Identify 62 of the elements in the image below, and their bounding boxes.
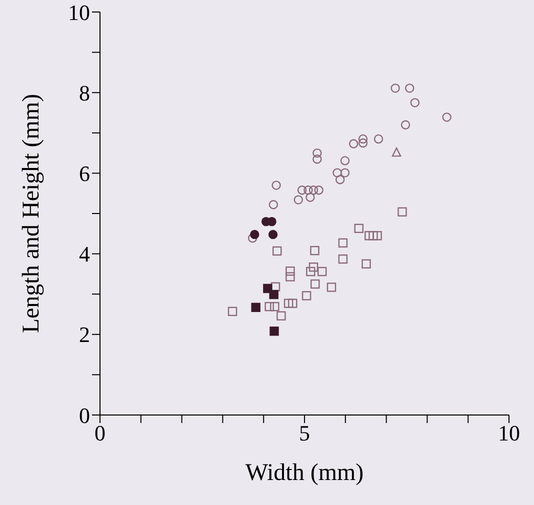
point xyxy=(288,298,298,308)
y-tick-label: 4 xyxy=(79,242,90,267)
point xyxy=(251,302,260,312)
point xyxy=(398,207,407,216)
point xyxy=(267,216,276,226)
y-axis-title: Length and Height (mm) xyxy=(18,94,45,334)
point xyxy=(250,230,260,240)
point xyxy=(286,266,295,276)
point xyxy=(286,272,295,282)
point xyxy=(358,138,368,148)
point xyxy=(348,139,358,148)
x-tick-label: 0 xyxy=(94,420,106,446)
point xyxy=(310,279,320,289)
point xyxy=(264,302,274,312)
y-tick-label: 8 xyxy=(79,80,90,106)
point xyxy=(268,200,278,210)
point xyxy=(270,282,280,292)
point xyxy=(362,259,371,268)
y-tick-label: 0 xyxy=(79,402,90,428)
x-tick-label: 10 xyxy=(498,420,520,446)
point xyxy=(340,156,350,166)
point xyxy=(263,284,272,294)
point xyxy=(410,98,420,108)
point xyxy=(308,186,318,195)
point xyxy=(442,112,452,122)
point xyxy=(354,224,364,234)
point xyxy=(310,246,320,256)
point xyxy=(317,266,327,276)
point xyxy=(335,175,345,184)
point xyxy=(326,282,336,292)
point xyxy=(228,306,238,316)
point xyxy=(340,168,350,178)
y-tick-label: 6 xyxy=(79,161,90,186)
point xyxy=(338,238,348,248)
point xyxy=(338,254,348,264)
point xyxy=(358,134,368,144)
point xyxy=(270,326,279,336)
point xyxy=(374,134,384,144)
y-tick-label: 2 xyxy=(79,322,90,348)
point xyxy=(268,230,278,240)
point xyxy=(400,120,410,130)
x-axis-title: Width (mm) xyxy=(245,460,364,486)
point xyxy=(312,148,322,158)
point xyxy=(405,84,414,93)
point xyxy=(302,291,312,300)
point xyxy=(294,195,303,204)
point xyxy=(312,154,322,164)
point xyxy=(272,246,282,256)
point xyxy=(270,302,280,312)
point xyxy=(269,290,278,300)
point xyxy=(297,186,307,195)
point xyxy=(272,180,281,190)
point xyxy=(306,266,316,276)
point xyxy=(368,231,378,240)
point xyxy=(276,311,286,320)
x-tick-label: 5 xyxy=(299,420,310,446)
point xyxy=(308,262,318,272)
point xyxy=(390,84,400,93)
point xyxy=(314,186,324,195)
y-tick-label: 10 xyxy=(68,0,90,25)
point xyxy=(284,298,294,308)
point xyxy=(392,147,402,157)
